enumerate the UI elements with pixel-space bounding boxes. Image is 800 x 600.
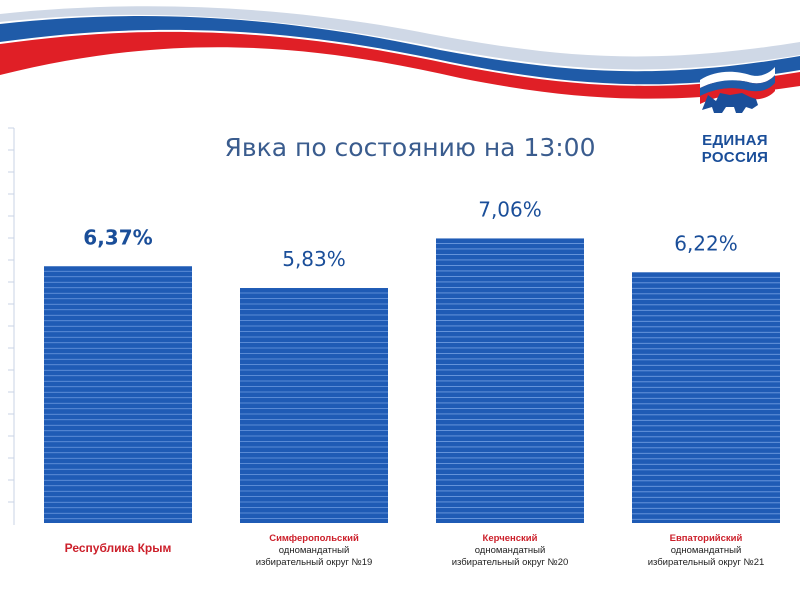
category-label-4: Евпаторийский одномандатный избирательный … (621, 533, 791, 569)
category-label-line: одномандатный (474, 545, 546, 556)
category-label-line: Симферопольский (269, 533, 359, 544)
bar-2 (240, 288, 388, 523)
value-label-3: 7,06% (478, 197, 542, 221)
logo-text-line1: ЕДИНАЯ (702, 132, 768, 149)
category-label-line: избирательный округ №19 (255, 557, 373, 568)
category-label-2: Симферопольский одномандатный избирательны… (229, 533, 399, 569)
value-label-2: 5,83% (282, 247, 346, 271)
bar-rect (240, 288, 388, 523)
tricolor-ribbon (0, 0, 800, 99)
category-label-line: Евпаторийский (669, 533, 743, 544)
category-label-1: Республика Крым (33, 542, 203, 554)
bar-1 (44, 266, 192, 523)
value-labels-group: 6,37% 5,83% 7,06% 6,22% (83, 197, 737, 271)
logo-text-line2: РОССИЯ (701, 149, 769, 166)
category-label-line: одномандатный (278, 545, 350, 556)
value-label-4: 6,22% (674, 231, 738, 255)
bar-4 (632, 272, 780, 523)
value-label-1: 6,37% (83, 225, 152, 249)
bar-rect (632, 272, 780, 523)
category-label-line: избирательный округ №20 (451, 557, 569, 568)
category-label-3: Керченский одномандатный избирательный окр… (425, 533, 595, 569)
united-russia-logo: ЕДИНАЯ РОССИЯ (690, 55, 780, 170)
chart-title: Явка по состоянию на 13:00 (224, 133, 596, 162)
y-axis-ticks (8, 127, 14, 503)
category-label-line: Керченский (482, 533, 538, 544)
category-label-line: избирательный округ №21 (647, 557, 765, 568)
bear-flag-icon (700, 67, 775, 113)
bar-3 (436, 238, 584, 523)
category-label-line: Республика Крым (64, 541, 172, 555)
bars-group (44, 238, 780, 523)
category-label-line: одномандатный (670, 545, 742, 556)
bar-rect (44, 266, 192, 523)
